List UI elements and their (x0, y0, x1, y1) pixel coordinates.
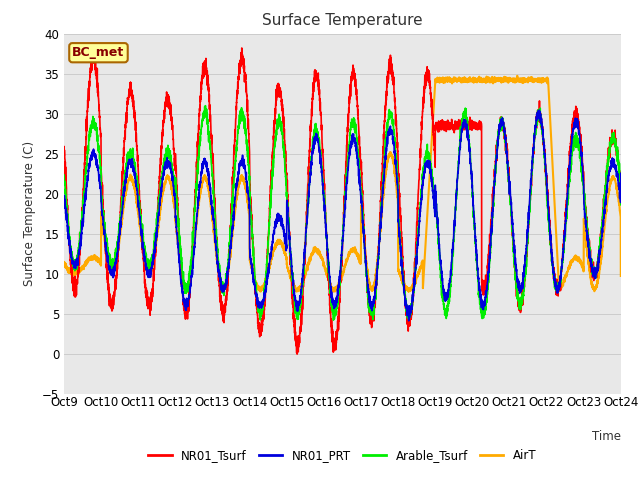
Legend: NR01_Tsurf, NR01_PRT, Arable_Tsurf, AirT: NR01_Tsurf, NR01_PRT, Arable_Tsurf, AirT (143, 444, 541, 467)
Line: NR01_PRT: NR01_PRT (64, 110, 621, 321)
NR01_PRT (436, 259, 444, 265)
Arable_Tsurf (468, 169, 476, 175)
NR01_Tsurf (499, 120, 507, 126)
Y-axis label: Surface Temperature (C): Surface Temperature (C) (23, 141, 36, 286)
X-axis label: Time: Time (592, 430, 621, 443)
AirT (617, 273, 625, 279)
AirT (322, 269, 330, 275)
Arable_Tsurf (160, 162, 168, 168)
Arable_Tsurf (60, 173, 68, 179)
NR01_Tsurf (293, 351, 301, 357)
Title: Surface Temperature: Surface Temperature (262, 13, 422, 28)
Arable_Tsurf (616, 179, 624, 185)
Arable_Tsurf (330, 317, 337, 323)
Text: BC_met: BC_met (72, 46, 125, 59)
NR01_Tsurf (468, 127, 476, 132)
NR01_PRT (499, 121, 507, 127)
Arable_Tsurf (436, 275, 444, 281)
AirT (616, 211, 624, 217)
Line: NR01_Tsurf: NR01_Tsurf (64, 48, 621, 354)
NR01_Tsurf (60, 147, 68, 153)
Arable_Tsurf (322, 220, 330, 226)
NR01_PRT (160, 170, 168, 176)
NR01_Tsurf (436, 120, 444, 126)
NR01_Tsurf (322, 229, 330, 235)
Arable_Tsurf (499, 119, 507, 124)
Line: Arable_Tsurf: Arable_Tsurf (64, 106, 621, 320)
NR01_PRT (617, 170, 625, 176)
AirT (220, 289, 227, 295)
NR01_Tsurf (238, 45, 246, 51)
AirT (467, 76, 475, 82)
AirT (60, 259, 68, 265)
Line: AirT: AirT (64, 76, 621, 292)
NR01_PRT (322, 220, 330, 226)
NR01_Tsurf (616, 179, 624, 185)
NR01_Tsurf (617, 170, 625, 176)
Arable_Tsurf (617, 202, 625, 208)
NR01_Tsurf (160, 113, 168, 119)
AirT (436, 78, 444, 84)
NR01_PRT (60, 192, 68, 198)
AirT (513, 73, 521, 79)
NR01_PRT (467, 170, 475, 176)
Arable_Tsurf (202, 103, 209, 108)
AirT (160, 182, 168, 188)
NR01_PRT (535, 108, 543, 113)
AirT (499, 75, 507, 81)
NR01_PRT (616, 194, 624, 200)
NR01_PRT (405, 318, 413, 324)
